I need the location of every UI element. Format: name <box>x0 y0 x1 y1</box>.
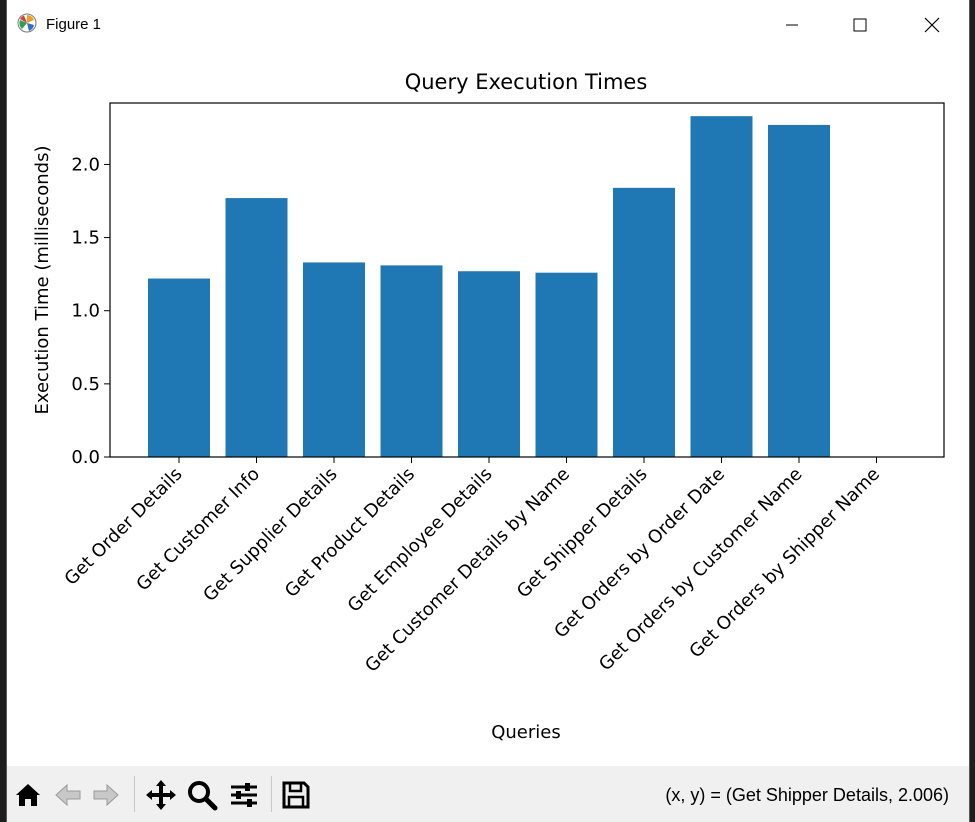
configure-subplots-icon <box>231 783 257 807</box>
close-icon <box>924 17 940 33</box>
minimize-button[interactable] <box>757 0 827 50</box>
coordinate-readout: (x, y) = (Get Shipper Details, 2.006) <box>665 785 949 805</box>
toolbar-separator <box>271 776 272 812</box>
back-button[interactable] <box>51 778 85 812</box>
plot-canvas[interactable]: Query Execution Times Queries Execution … <box>7 50 969 766</box>
bar-chart: Query Execution Times Queries Execution … <box>32 70 945 743</box>
bar <box>303 262 365 457</box>
y-axis-label: Execution Time (milliseconds) <box>32 146 53 415</box>
x-tick-label: Get Supplier Details <box>199 464 341 606</box>
navigation-toolbar: (x, y) = (Get Shipper Details, 2.006) <box>7 766 969 822</box>
pan-button[interactable] <box>144 778 178 812</box>
toolbar-separator <box>134 776 135 812</box>
zoom-icon <box>188 781 218 811</box>
maximize-button[interactable] <box>825 0 895 50</box>
maximize-icon <box>853 18 867 32</box>
axes-frame <box>109 102 945 458</box>
y-tick-label: 2.0 <box>71 154 100 175</box>
background-editor-left <box>0 0 7 822</box>
back-icon <box>55 783 81 807</box>
save-button[interactable] <box>279 778 313 812</box>
window-title: Figure 1 <box>46 16 102 33</box>
minimize-icon <box>786 24 798 26</box>
bar <box>768 124 830 458</box>
configure-subplots-button[interactable] <box>227 778 261 812</box>
y-tick-label: 1.0 <box>71 301 100 322</box>
figure-window: Figure 1 Query Execution Times Queries E… <box>7 0 969 822</box>
bar <box>535 272 598 457</box>
close-button[interactable] <box>897 0 967 50</box>
background-editor-right <box>969 0 975 822</box>
bar <box>148 278 210 457</box>
zoom-button[interactable] <box>185 778 219 812</box>
y-ticks-group: 0.0 0.5 1.0 1.5 2.0 <box>71 154 110 468</box>
bar <box>458 271 520 457</box>
chart-title: Query Execution Times <box>405 70 648 94</box>
bar <box>225 198 288 457</box>
x-tick-label: Get Employee Details <box>344 464 497 617</box>
x-axis-label: Queries <box>491 722 561 743</box>
forward-icon <box>93 783 119 807</box>
home-button[interactable] <box>11 778 45 812</box>
x-tick-label: Get Product Details <box>281 464 419 602</box>
y-tick-label: 0.0 <box>71 447 100 468</box>
x-tick-label: Get Shipper Details <box>513 464 652 603</box>
title-bar[interactable]: Figure 1 <box>7 0 969 50</box>
bar <box>380 265 443 457</box>
save-icon <box>282 781 310 809</box>
forward-button[interactable] <box>89 778 123 812</box>
y-tick-label: 1.5 <box>71 228 100 249</box>
matplotlib-app-icon <box>17 13 37 33</box>
pan-icon <box>146 780 176 810</box>
bar <box>690 116 753 458</box>
bars-group <box>148 116 830 458</box>
y-tick-label: 0.5 <box>71 374 100 395</box>
bar <box>613 187 675 458</box>
home-icon <box>16 784 40 806</box>
